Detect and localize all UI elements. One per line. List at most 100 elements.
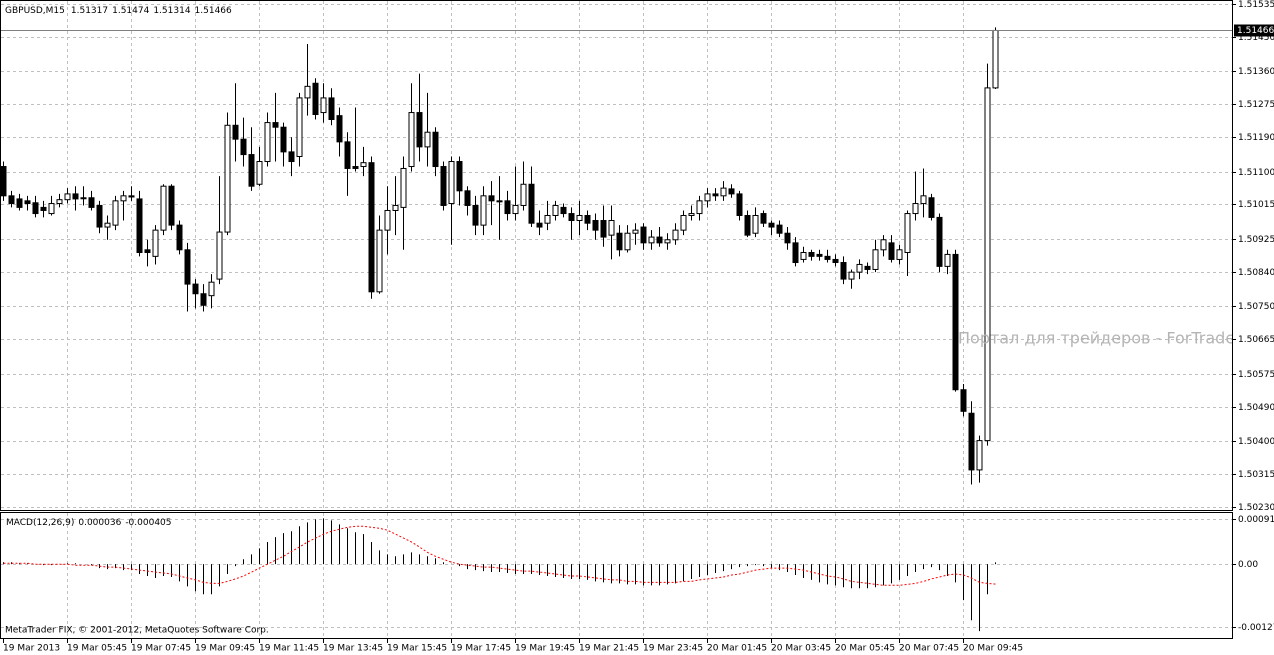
candle-body-up: [512, 204, 519, 215]
candle-body-down: [936, 216, 943, 267]
x-tick-label: 19 Mar 17:45: [451, 644, 511, 654]
candle-body-up: [672, 229, 679, 241]
symbol-title: GBPUSD,M15: [5, 6, 65, 16]
candle-body-up: [688, 213, 695, 216]
candle-body-up: [120, 195, 127, 202]
x-tick-label: 19 Mar 19:45: [515, 644, 575, 654]
candle-body-up: [624, 232, 631, 251]
y-tick-label: 1.50925: [1238, 235, 1274, 245]
marks-layer: [0, 27, 1232, 632]
macd-main-value: 0.000036: [78, 518, 121, 528]
candle-body-down: [832, 258, 839, 264]
y-tick-label: 1.51275: [1238, 100, 1274, 110]
candle-body-down: [840, 262, 847, 280]
y-tick-label: 1.50750: [1238, 302, 1274, 312]
candle-body-down: [88, 197, 95, 208]
x-tick-label: 20 Mar 05:45: [835, 644, 895, 654]
candle-body-up: [904, 213, 911, 253]
candle-body-down: [928, 197, 935, 218]
candle-body-up: [256, 161, 263, 185]
x-tick-label: 19 Mar 23:45: [643, 644, 703, 654]
y-tick-label: 1.50490: [1238, 403, 1274, 413]
candle-body-up: [800, 251, 807, 260]
candle-body-down: [568, 213, 575, 221]
candle-body-down: [200, 293, 207, 306]
y-tick-label: -0.001278: [1238, 623, 1274, 633]
candle-body-down: [864, 265, 871, 270]
y-tick-label: 1.51535: [1238, 0, 1274, 10]
candle-body-down: [464, 190, 471, 206]
candle-body-up: [480, 195, 487, 226]
candle-body-up: [56, 199, 63, 205]
candle-body-up: [552, 204, 559, 216]
candle-body-down: [760, 213, 767, 224]
y-tick-label: 1.51100: [1238, 168, 1274, 178]
footer: MetaTrader FIX, © 2001-2012, MetaQuotes …: [5, 626, 269, 636]
candle-body-up: [264, 122, 271, 163]
candle-body-down: [352, 166, 359, 169]
y-tick-label: 1.51190: [1238, 133, 1274, 143]
candle-body-up: [104, 222, 111, 228]
candle-body-up: [384, 209, 391, 231]
x-tick-label: 19 Mar 21:45: [579, 644, 639, 654]
candle-body-down: [344, 141, 351, 169]
last-high: 1.51474: [112, 6, 149, 16]
candle-body-up: [320, 97, 327, 114]
watermark: Портал для трейдеров - ForTrader: [958, 329, 1242, 348]
candle-body-down: [776, 224, 783, 234]
y-tick-label: 1.51450: [1238, 33, 1274, 43]
candle-body-down: [192, 283, 199, 295]
candle-body-down: [744, 214, 751, 236]
candle-body-up: [664, 239, 671, 244]
candle-body-down: [328, 97, 335, 121]
candle-body-up: [112, 200, 119, 226]
grid-layer: [1, 1, 1232, 638]
last-open: 1.51317: [71, 6, 108, 16]
last-close: 1.51466: [195, 6, 232, 16]
candle-body-up: [152, 229, 159, 257]
candle-body-down: [736, 193, 743, 216]
candle-body-up: [608, 219, 615, 236]
candle-body-down: [136, 198, 143, 253]
last-low: 1.51314: [153, 6, 190, 16]
candle-body-down: [288, 151, 295, 163]
candle-body-up: [208, 281, 215, 297]
candle-body-up: [696, 200, 703, 215]
candle-body-down: [176, 224, 183, 251]
candle-body-up: [80, 197, 87, 200]
candle-body-up: [48, 203, 55, 215]
x-tick-label: 20 Mar 03:45: [771, 644, 831, 654]
candle-body-up: [520, 183, 527, 206]
candle-body-up: [216, 231, 223, 280]
candle-body-up: [976, 440, 983, 471]
candle-body-down: [336, 115, 343, 143]
candle-body-down: [440, 166, 447, 206]
candle-body-down: [16, 198, 23, 208]
x-tick-label: 19 Mar 13:45: [323, 644, 383, 654]
candle-body-up: [648, 236, 655, 244]
candle-body-down: [312, 82, 319, 115]
candle-body-down: [960, 389, 967, 412]
candle-body-down: [616, 232, 623, 251]
candle-body-up: [296, 97, 303, 158]
candle-body-down: [240, 138, 247, 156]
candle-body-up: [856, 263, 863, 273]
x-tick-label: 20 Mar 07:45: [899, 644, 959, 654]
candle-body-down: [432, 131, 439, 168]
candle-body-down: [560, 206, 567, 215]
candle-body-down: [144, 249, 151, 253]
y-tick-label: 1.50575: [1238, 370, 1274, 380]
x-tick-label: 19 Mar 07:45: [131, 644, 191, 654]
candle-body-down: [784, 232, 791, 244]
candle-body-up: [304, 85, 311, 99]
x-tick-label: 19 Mar 2013: [3, 644, 60, 654]
y-tick-label: 1.50840: [1238, 268, 1274, 278]
macd-header: MACD(12,26,9) 0.000036 -0.000405: [6, 518, 172, 528]
candle-body-down: [472, 204, 479, 226]
last-price-label: 1.51466: [1237, 26, 1274, 36]
candle-body-up: [496, 200, 503, 203]
candle-body-down: [168, 185, 175, 226]
candle-body-up: [632, 229, 639, 234]
candle-body-up: [576, 214, 583, 221]
